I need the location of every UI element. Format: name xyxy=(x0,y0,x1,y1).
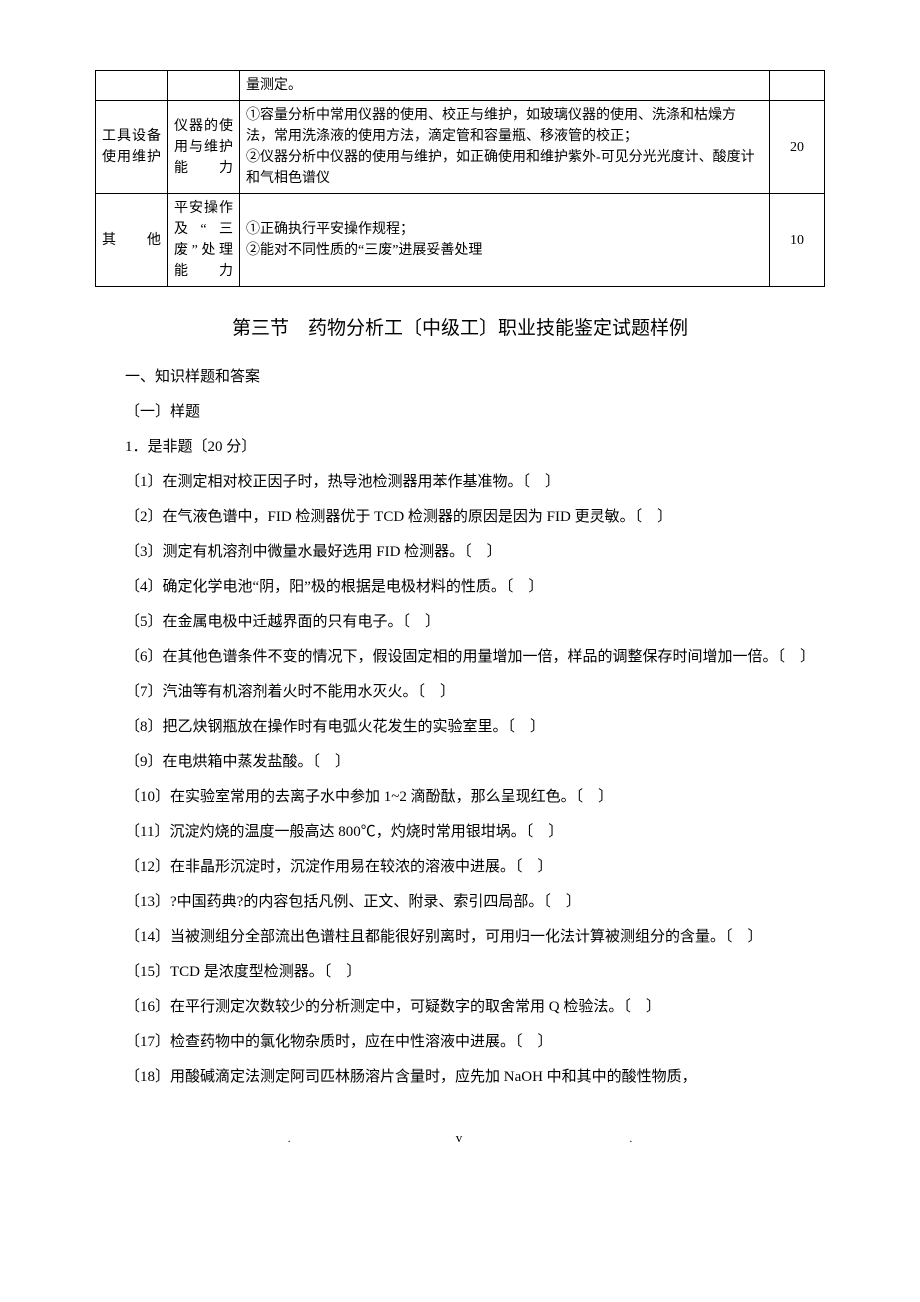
cell-ability xyxy=(168,71,240,101)
question-item: 〔4〕确定化学电池“阴，阳”极的根据是电极材料的性质。〔 〕 xyxy=(95,574,825,601)
table-row: 工具设备使用维护 仪器的使用与维护能力 ①容量分析中常用仪器的使用、校正与维护，… xyxy=(96,101,825,194)
page-footer: . v . xyxy=(95,1126,825,1150)
section-title: 第三节 药物分析工〔中级工〕职业技能鉴定试题样例 xyxy=(95,312,825,346)
cell-score xyxy=(770,71,825,101)
cell-content: ①容量分析中常用仪器的使用、校正与维护，如玻璃仪器的使用、洗涤和枯燥方法，常用洗… xyxy=(240,101,770,194)
footer-dot-left: . xyxy=(288,1130,291,1150)
question-item: 〔14〕当被测组分全部流出色谱柱且都能很好别离时，可用归一化法计算被测组分的含量… xyxy=(95,924,825,951)
cell-ability: 仪器的使用与维护能力 xyxy=(168,101,240,194)
table-row: 量测定。 xyxy=(96,71,825,101)
question-item: 〔3〕测定有机溶剂中微量水最好选用 FID 检测器。〔 〕 xyxy=(95,539,825,566)
question-item: 〔10〕在实验室常用的去离子水中参加 1~2 滴酚酞，那么呈现红色。〔 〕 xyxy=(95,784,825,811)
question-item: 〔11〕沉淀灼烧的温度一般高达 800℃，灼烧时常用银坩埚。〔 〕 xyxy=(95,819,825,846)
cell-ability: 平安操作及“三废”处理能力 xyxy=(168,194,240,287)
question-item: 〔13〕?中国药典?的内容包括凡例、正文、附录、索引四局部。〔 〕 xyxy=(95,889,825,916)
heading-level1: 一、知识样题和答案 xyxy=(95,364,825,391)
question-item: 〔2〕在气液色谱中，FID 检测器优于 TCD 检测器的原因是因为 FID 更灵… xyxy=(95,504,825,531)
cell-category: 其他 xyxy=(96,194,168,287)
question-item: 〔5〕在金属电极中迁越界面的只有电子。〔 〕 xyxy=(95,609,825,636)
question-item: 〔17〕检查药物中的氯化物杂质时，应在中性溶液中进展。〔 〕 xyxy=(95,1029,825,1056)
question-item: 〔6〕在其他色谱条件不变的情况下，假设固定相的用量增加一倍，样品的调整保存时间增… xyxy=(95,644,825,671)
question-item: 〔16〕在平行测定次数较少的分析测定中，可疑数字的取舍常用 Q 检验法。〔 〕 xyxy=(95,994,825,1021)
table-row: 其他 平安操作及“三废”处理能力 ①正确执行平安操作规程；②能对不同性质的“三废… xyxy=(96,194,825,287)
footer-dot-right: . xyxy=(630,1130,633,1150)
question-item: 〔15〕TCD 是浓度型检测器。〔 〕 xyxy=(95,959,825,986)
question-item: 〔9〕在电烘箱中蒸发盐酸。〔 〕 xyxy=(95,749,825,776)
skills-table: 量测定。 工具设备使用维护 仪器的使用与维护能力 ①容量分析中常用仪器的使用、校… xyxy=(95,70,825,287)
page-number: v xyxy=(456,1126,465,1149)
question-item: 〔18〕用酸碱滴定法测定阿司匹林肠溶片含量时，应先加 NaOH 中和其中的酸性物… xyxy=(95,1064,825,1091)
cell-category xyxy=(96,71,168,101)
question-type-heading: 1．是非题〔20 分〕 xyxy=(95,434,825,461)
question-item: 〔8〕把乙炔钢瓶放在操作时有电弧火花发生的实验室里。〔 〕 xyxy=(95,714,825,741)
question-item: 〔7〕汽油等有机溶剂着火时不能用水灭火。〔 〕 xyxy=(95,679,825,706)
cell-content: ①正确执行平安操作规程；②能对不同性质的“三废”进展妥善处理 xyxy=(240,194,770,287)
question-item: 〔12〕在非晶形沉淀时，沉淀作用易在较浓的溶液中进展。〔 〕 xyxy=(95,854,825,881)
subheading: 〔一〕样题 xyxy=(95,399,825,426)
cell-score: 20 xyxy=(770,101,825,194)
cell-content: 量测定。 xyxy=(240,71,770,101)
question-item: 〔1〕在测定相对校正因子时，热导池检测器用苯作基准物。〔 〕 xyxy=(95,469,825,496)
cell-score: 10 xyxy=(770,194,825,287)
cell-category: 工具设备使用维护 xyxy=(96,101,168,194)
